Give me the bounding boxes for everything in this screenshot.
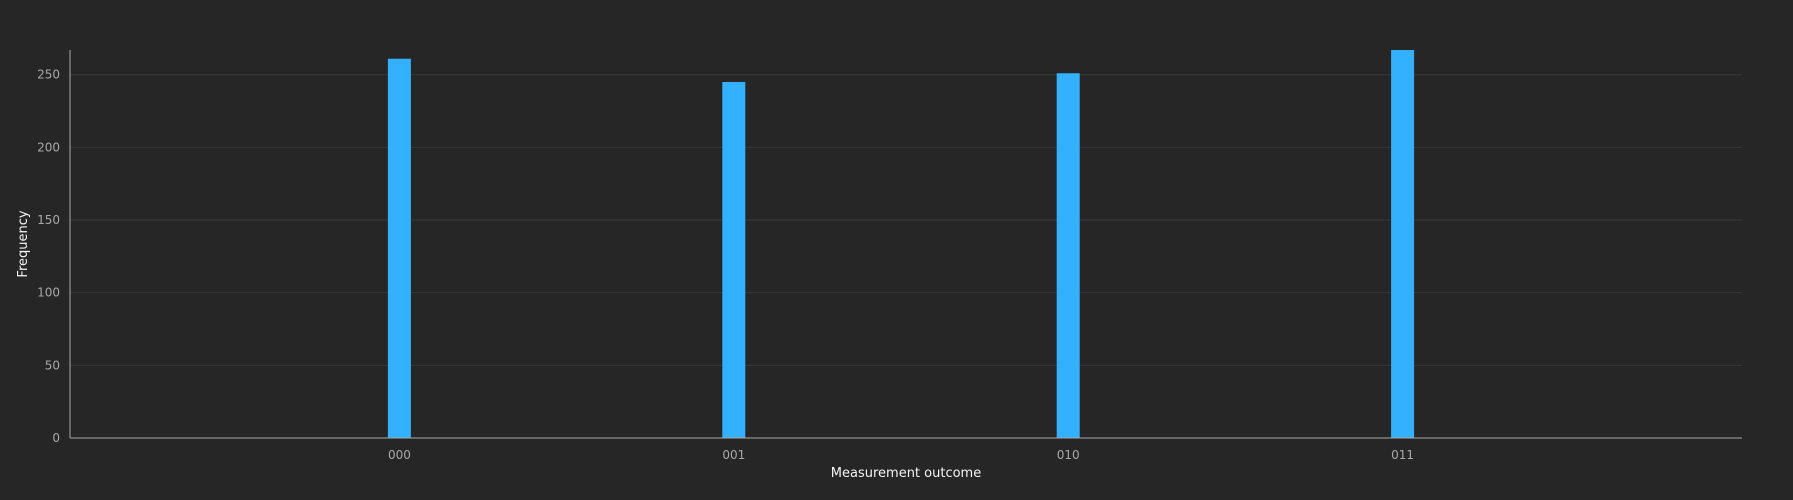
y-axis-label: Frequency: [16, 210, 31, 277]
x-tick-label: 001: [722, 448, 745, 462]
y-tick-label: 150: [37, 213, 60, 227]
y-tick-labels: 0 50 100 150 200 250: [37, 68, 60, 445]
bars: [387, 50, 1415, 439]
y-tick-label: 250: [37, 68, 60, 82]
axes: [69, 50, 1742, 439]
y-tick-label: 50: [45, 358, 60, 372]
x-tick-label: 011: [1391, 448, 1414, 462]
gridlines: [70, 74, 1742, 366]
x-tick-label: 000: [388, 448, 411, 462]
bar-001: [722, 81, 746, 439]
x-axis-label: Measurement outcome: [831, 466, 981, 481]
y-tick-label: 0: [52, 431, 60, 445]
bar-010: [1056, 73, 1080, 438]
bar-000: [387, 58, 411, 438]
y-tick-label: 100: [37, 286, 60, 300]
x-tick-label: 010: [1057, 448, 1080, 462]
x-tick-labels: 000 001 010 011: [388, 448, 1414, 462]
y-tick-label: 200: [37, 140, 60, 154]
bar-011: [1391, 50, 1415, 438]
